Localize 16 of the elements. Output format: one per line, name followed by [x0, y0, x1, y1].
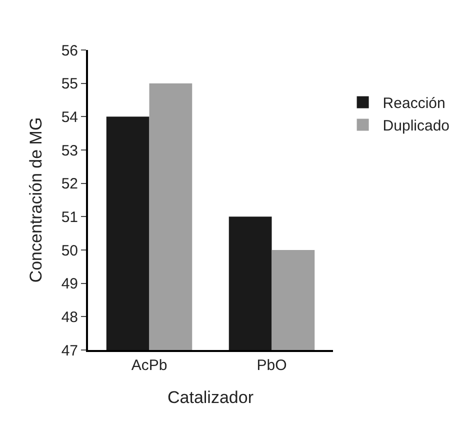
y-tick-label: 53 [61, 142, 78, 160]
x-axis-title: Catalizador [168, 388, 254, 407]
y-tick-label: 50 [61, 242, 78, 260]
y-tick-label: 48 [61, 308, 78, 326]
x-tick-label: PbO [256, 357, 287, 374]
y-tick-label: 49 [61, 276, 78, 293]
y-tick-label: 52 [61, 176, 78, 193]
y-tick-label: 55 [61, 76, 78, 93]
x-tick-label: AcPb [131, 357, 168, 374]
y-axis-title: Concentración de MG [26, 117, 46, 283]
legend-label: Reacción [382, 95, 446, 112]
y-tick-label: 47 [61, 342, 78, 360]
y-tick-label: 54 [61, 108, 78, 126]
legend-label: Duplicado [382, 118, 450, 135]
y-tick-label: 56 [61, 42, 78, 60]
y-tick-label: 51 [61, 208, 78, 226]
